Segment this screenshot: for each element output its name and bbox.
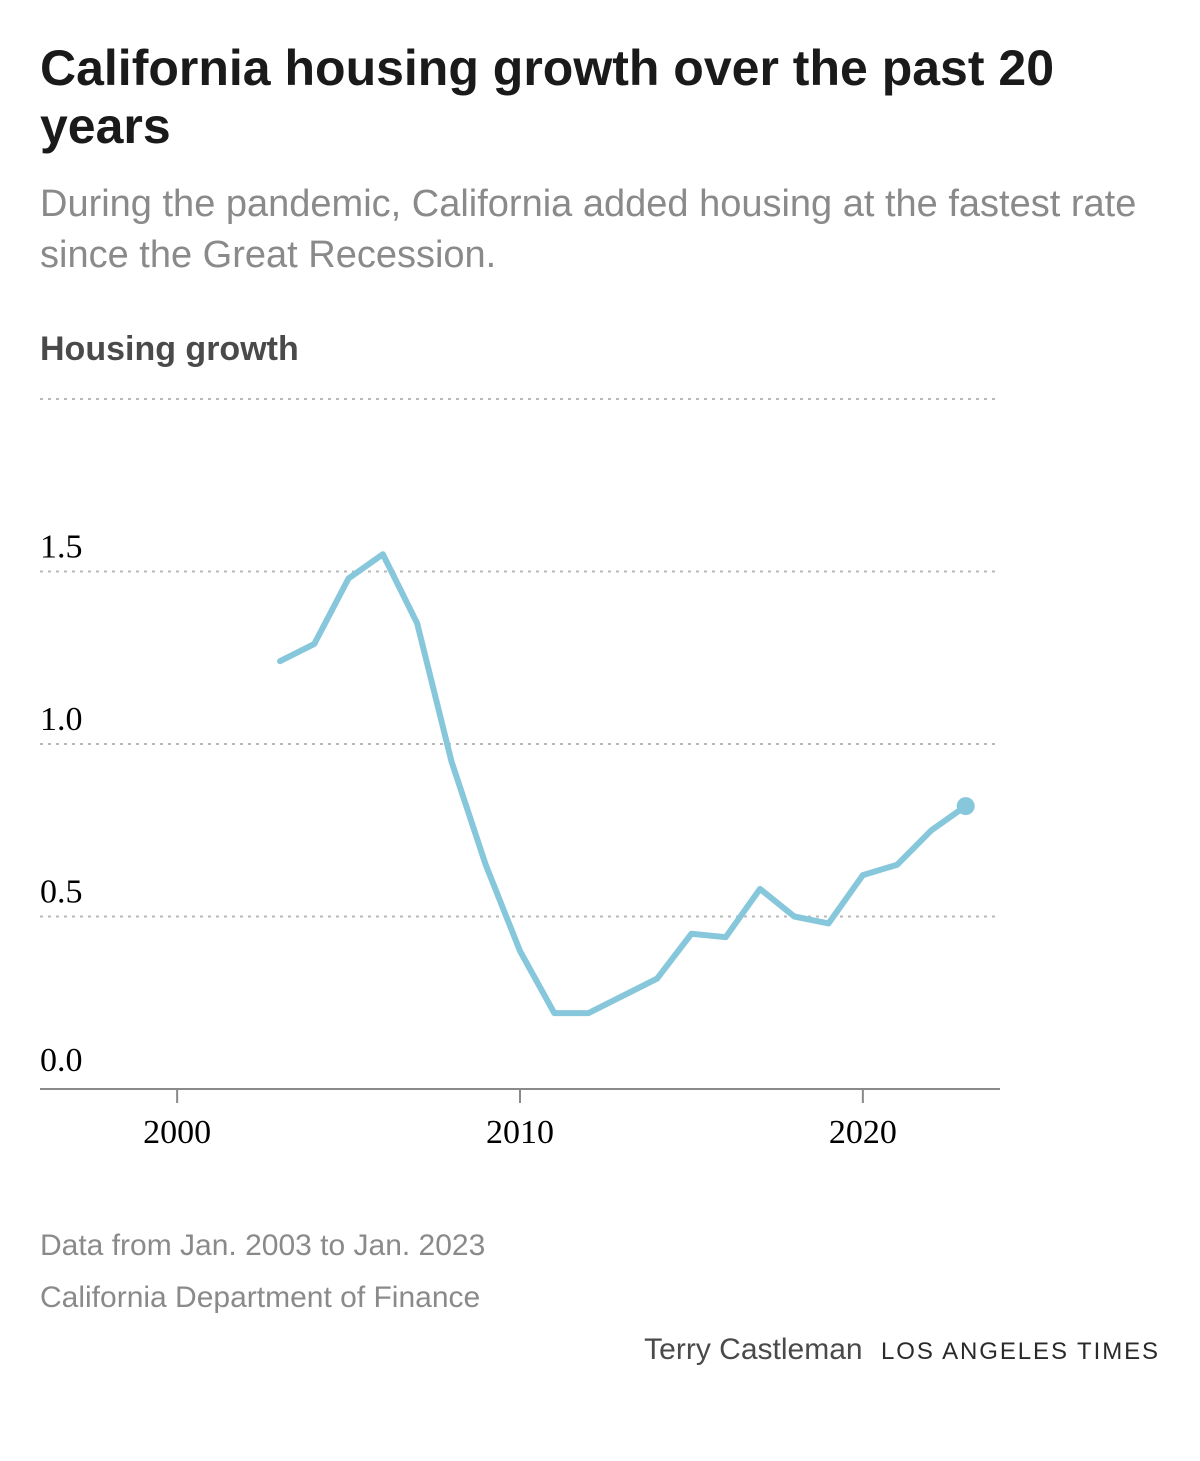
end-marker	[957, 797, 975, 815]
series-label: Housing growth	[40, 330, 1160, 369]
y-tick-label: 0.0	[40, 1042, 83, 1079]
byline-row: Terry Castleman LOS ANGELES TIMES	[40, 1333, 1160, 1367]
y-tick-label: 0.5	[40, 873, 83, 910]
footer-source: California Department of Finance	[40, 1281, 1160, 1315]
line-chart-svg: 0.0 0.5 1.0 1.5 2.0% 2000 2010 2020	[40, 389, 1160, 1169]
figure-container: California housing growth over the past …	[0, 0, 1200, 1461]
chart-footer: Data from Jan. 2003 to Jan. 2023 Califor…	[40, 1229, 1160, 1367]
x-tick-label: 2020	[829, 1114, 897, 1151]
chart-subtitle: During the pandemic, California added ho…	[40, 179, 1160, 282]
chart-title: California housing growth over the past …	[40, 40, 1160, 155]
footer-note: Data from Jan. 2003 to Jan. 2023	[40, 1229, 1160, 1263]
y-tick-label: 1.5	[40, 528, 83, 565]
y-tick-label: 2.0%	[40, 389, 111, 393]
chart-area: 0.0 0.5 1.0 1.5 2.0% 2000 2010 2020	[40, 389, 1160, 1169]
byline-org: LOS ANGELES TIMES	[881, 1338, 1160, 1365]
x-tick-label: 2000	[143, 1114, 211, 1151]
byline-author: Terry Castleman	[644, 1333, 862, 1366]
y-tick-label: 1.0	[40, 701, 83, 738]
x-tick-label: 2010	[486, 1114, 554, 1151]
data-line	[280, 554, 966, 1013]
